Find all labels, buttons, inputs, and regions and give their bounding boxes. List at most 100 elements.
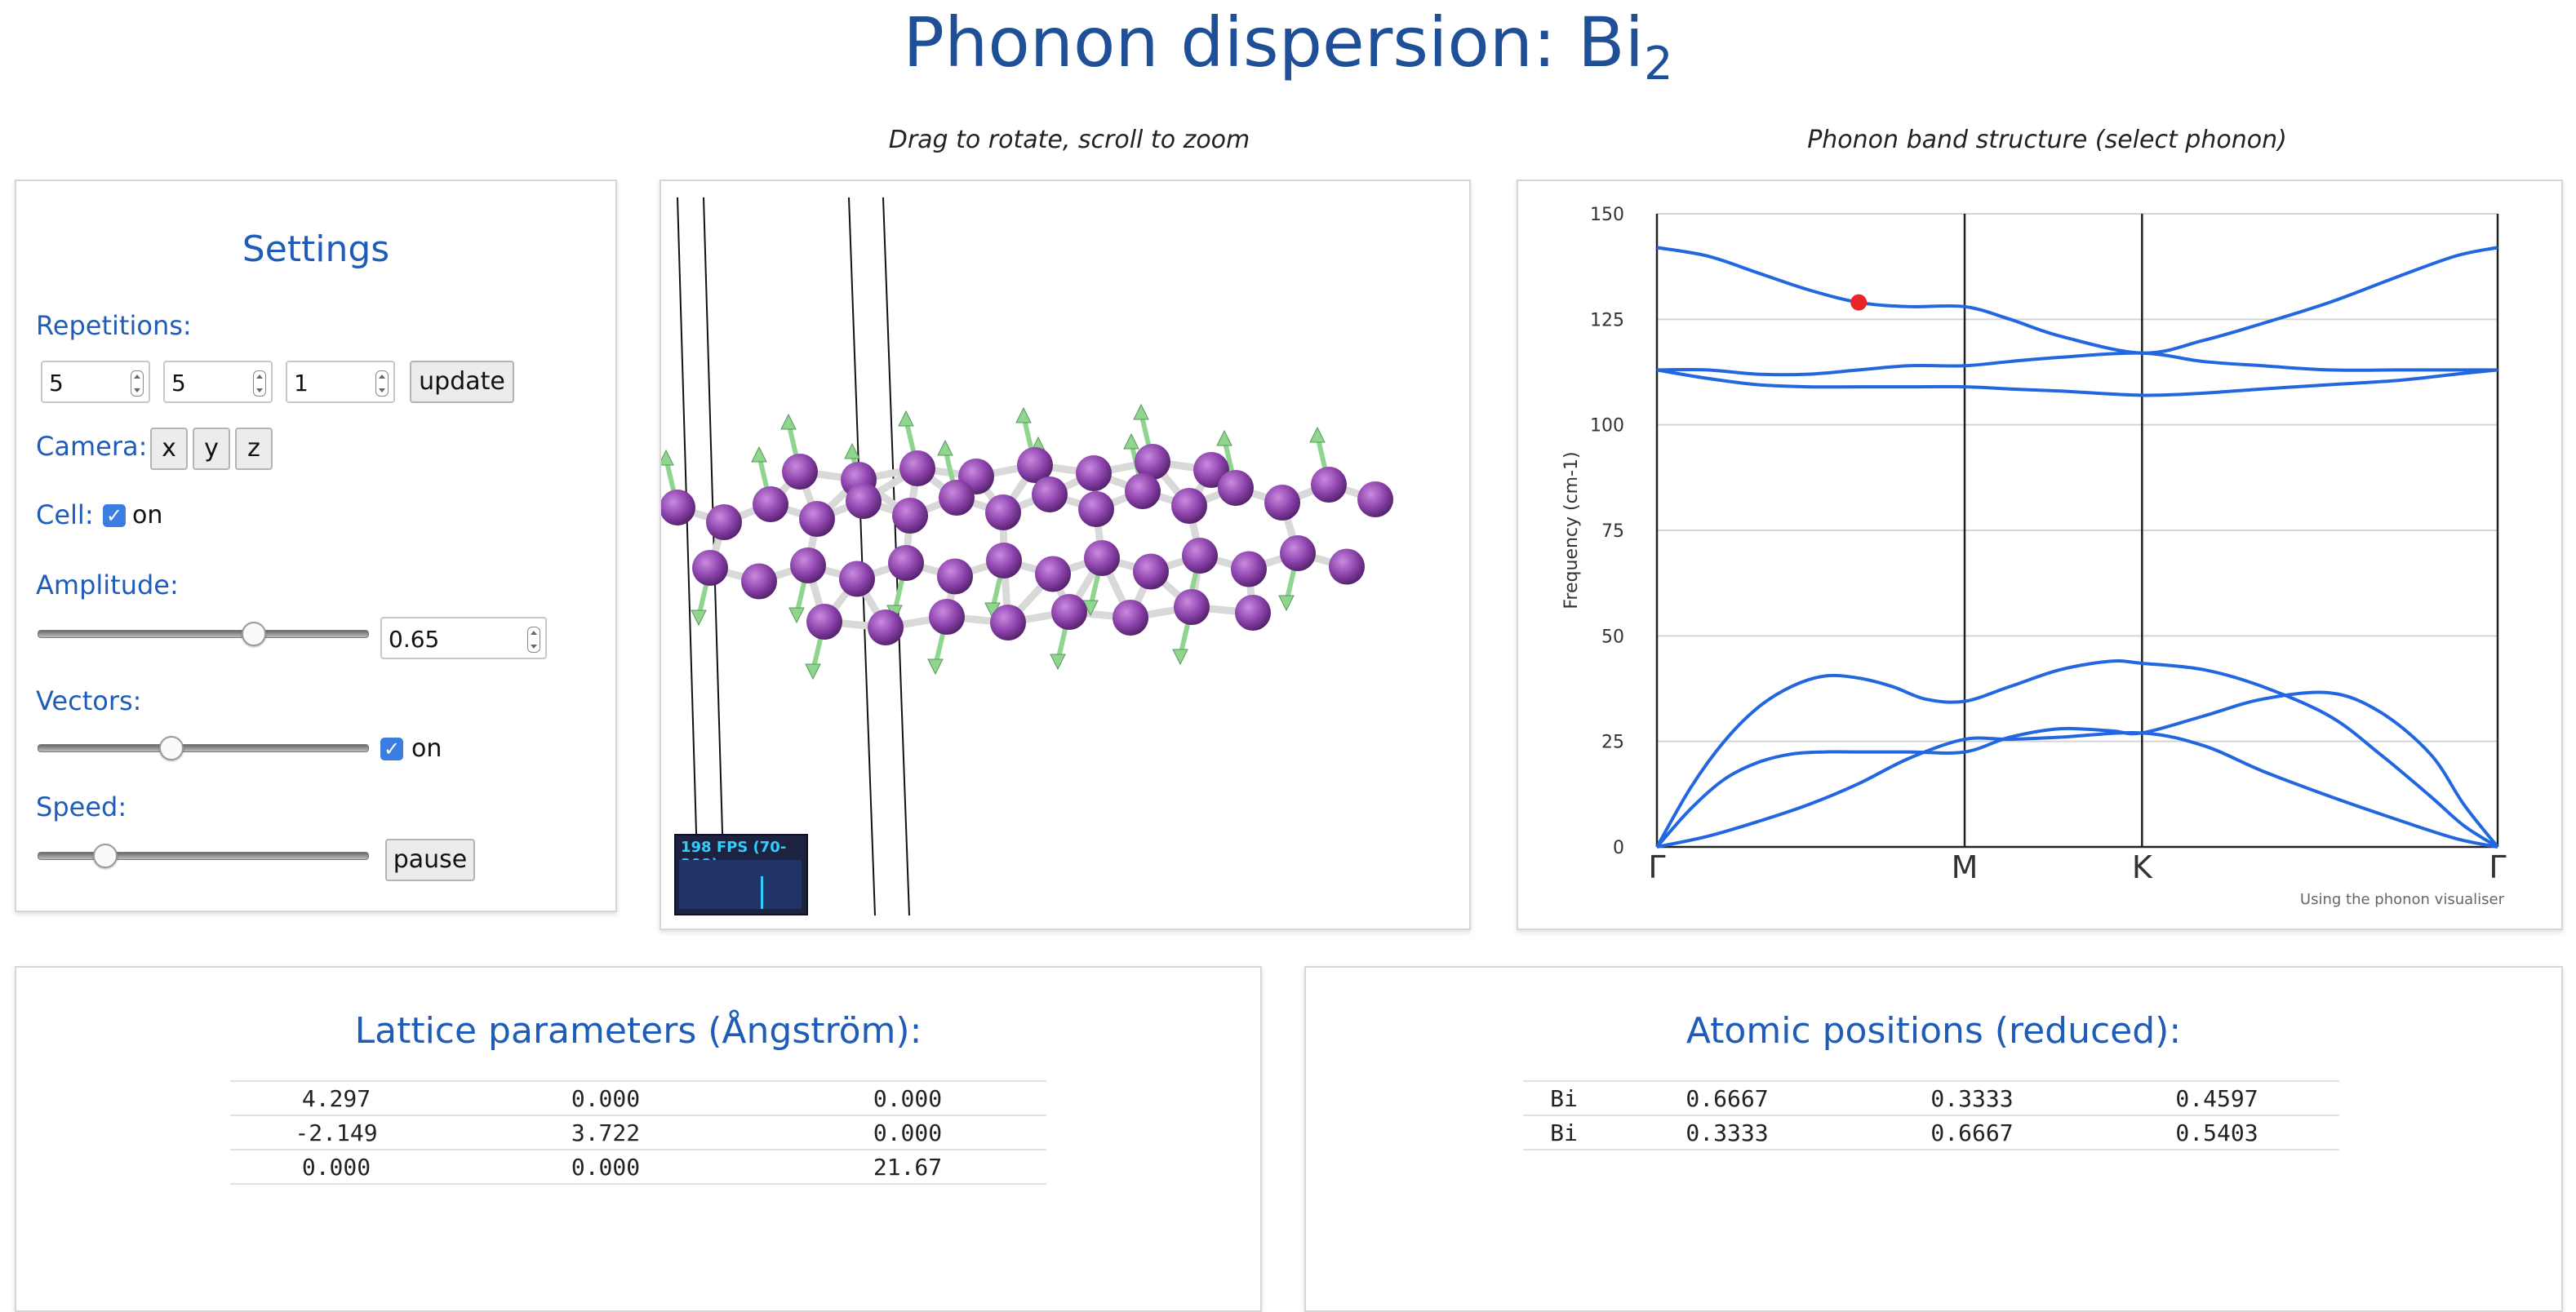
y-tick-label: 125 bbox=[1590, 310, 1624, 330]
atom bbox=[1218, 470, 1254, 506]
table-row: 4.297 0.000 0.000 bbox=[230, 1080, 1046, 1115]
vector-arrowhead bbox=[1278, 595, 1295, 612]
atom bbox=[929, 599, 965, 635]
y-tick-label: 150 bbox=[1590, 205, 1624, 225]
y-tick-label: 100 bbox=[1590, 416, 1624, 437]
atom bbox=[1032, 476, 1068, 512]
speed-slider-handle[interactable] bbox=[92, 844, 118, 868]
speed-slider-track[interactable] bbox=[38, 852, 369, 860]
band-structure-panel: 0 25 50 75 100 125 150 Γ M K Γ Frequency (cm-1) Usin… bbox=[1517, 180, 2563, 930]
vector-arrowhead bbox=[661, 449, 674, 466]
vector-arrowhead bbox=[898, 410, 914, 427]
atoms-table: Bi 0.6667 0.3333 0.4597 Bi 0.3333 0.6667 0.5403 bbox=[1523, 1080, 2339, 1150]
atom bbox=[937, 558, 973, 595]
atoms-panel: Atomic positions (reduced): Bi 0.6667 0.33… bbox=[1304, 966, 2563, 1312]
table-cell: 0.3333 bbox=[1850, 1080, 2094, 1115]
atom bbox=[1051, 594, 1087, 630]
atom bbox=[868, 609, 904, 645]
cell-checkbox[interactable]: ✓ bbox=[103, 504, 126, 527]
atom bbox=[782, 454, 818, 490]
table-cell: 0.000 bbox=[442, 1080, 769, 1115]
atom bbox=[661, 490, 695, 525]
atoms-title: Atomic positions (reduced): bbox=[1686, 1010, 2182, 1052]
atom bbox=[1078, 491, 1114, 527]
vectors-slider-handle[interactable] bbox=[158, 736, 184, 760]
band-2[interactable] bbox=[1656, 351, 2498, 377]
vector-arrowhead bbox=[780, 413, 797, 430]
rep-z-input[interactable]: 1 bbox=[286, 361, 395, 403]
vector-arrowhead bbox=[751, 445, 767, 463]
atom bbox=[1113, 600, 1148, 636]
vector-arrowhead bbox=[1172, 649, 1188, 666]
vector-arrowhead bbox=[1309, 426, 1326, 443]
band-6[interactable] bbox=[1656, 731, 2498, 849]
camera-z-button[interactable]: z bbox=[235, 428, 273, 470]
band-5[interactable] bbox=[1655, 690, 2499, 849]
atom bbox=[1311, 467, 1347, 503]
structure-viewer[interactable]: 198 FPS (70-208) bbox=[660, 180, 1471, 930]
atom bbox=[1035, 556, 1071, 592]
vector-arrowhead bbox=[937, 439, 953, 456]
rep-x-input[interactable]: 5 bbox=[41, 361, 150, 403]
pause-button[interactable]: pause bbox=[385, 839, 475, 881]
structure-canvas[interactable] bbox=[661, 181, 1469, 929]
table-cell: -2.149 bbox=[230, 1115, 442, 1150]
table-cell: 0.000 bbox=[769, 1080, 1046, 1115]
spinner-icon[interactable] bbox=[375, 370, 389, 397]
band-4[interactable] bbox=[1655, 658, 2499, 849]
atom bbox=[706, 504, 742, 540]
vector-arrowhead bbox=[788, 607, 805, 624]
x-tick-label: Γ bbox=[1648, 849, 1665, 885]
vectors-checkbox[interactable]: ✓ bbox=[380, 738, 403, 760]
footer-note: Using the phonon visualiser bbox=[2300, 891, 2505, 908]
table-cell: 0.000 bbox=[769, 1115, 1046, 1150]
atom bbox=[1231, 551, 1267, 587]
atom bbox=[892, 498, 928, 534]
atom bbox=[1280, 535, 1316, 571]
table-row: -2.149 3.722 0.000 bbox=[230, 1115, 1046, 1150]
page-title: Phonon dispersion: Bi2 bbox=[903, 2, 1673, 91]
amplitude-slider-handle[interactable] bbox=[241, 622, 266, 646]
table-cell: Bi bbox=[1523, 1080, 1605, 1115]
table-row: Bi 0.6667 0.3333 0.4597 bbox=[1523, 1080, 2339, 1115]
atom bbox=[1084, 540, 1120, 576]
table-cell: 0.6667 bbox=[1850, 1115, 2094, 1150]
amplitude-input[interactable]: 0.65 bbox=[380, 617, 547, 659]
atom bbox=[1329, 548, 1365, 585]
camera-x-button[interactable]: x bbox=[150, 428, 188, 470]
vectors-slider-track[interactable] bbox=[38, 744, 369, 752]
atom bbox=[990, 605, 1026, 640]
vector-arrowhead bbox=[1050, 654, 1066, 671]
table-cell: 0.000 bbox=[230, 1149, 442, 1185]
settings-title: Settings bbox=[242, 228, 390, 270]
vector-arrowhead bbox=[844, 442, 860, 459]
amplitude-slider-track[interactable] bbox=[38, 630, 369, 638]
band-structure-chart[interactable]: 0 25 50 75 100 125 150 Γ M K Γ Frequency (cm-1) Usin… bbox=[1518, 181, 2561, 929]
repetitions-label: Repetitions: bbox=[36, 310, 192, 341]
selected-phonon-point[interactable] bbox=[1850, 294, 1868, 311]
camera-y-button[interactable]: y bbox=[193, 428, 230, 470]
atom bbox=[939, 480, 975, 516]
band-3[interactable] bbox=[1656, 368, 2498, 397]
bond-sticks bbox=[673, 458, 1379, 632]
atom bbox=[846, 483, 882, 519]
atom bbox=[741, 563, 777, 600]
atom bbox=[1125, 473, 1161, 509]
displacement-vectors bbox=[661, 403, 1331, 680]
spinner-icon[interactable] bbox=[253, 370, 266, 397]
vector-arrowhead bbox=[927, 658, 944, 676]
atom bbox=[1017, 447, 1053, 483]
rep-y-input[interactable]: 5 bbox=[163, 361, 273, 403]
y-axis-label: Frequency (cm-1) bbox=[1561, 451, 1582, 609]
atom bbox=[899, 450, 935, 486]
spinner-icon[interactable] bbox=[131, 370, 144, 397]
viewer-caption: Drag to rotate, scroll to zoom bbox=[888, 126, 1250, 154]
y-tick-label: 25 bbox=[1601, 733, 1624, 753]
speed-label: Speed: bbox=[36, 791, 127, 822]
spinner-icon[interactable] bbox=[527, 627, 540, 653]
update-button[interactable]: update bbox=[410, 361, 514, 403]
vector-arrowhead bbox=[1123, 432, 1139, 450]
table-cell: Bi bbox=[1523, 1115, 1605, 1150]
band-1[interactable] bbox=[1656, 246, 2498, 355]
vector-arrowhead bbox=[1082, 600, 1099, 617]
